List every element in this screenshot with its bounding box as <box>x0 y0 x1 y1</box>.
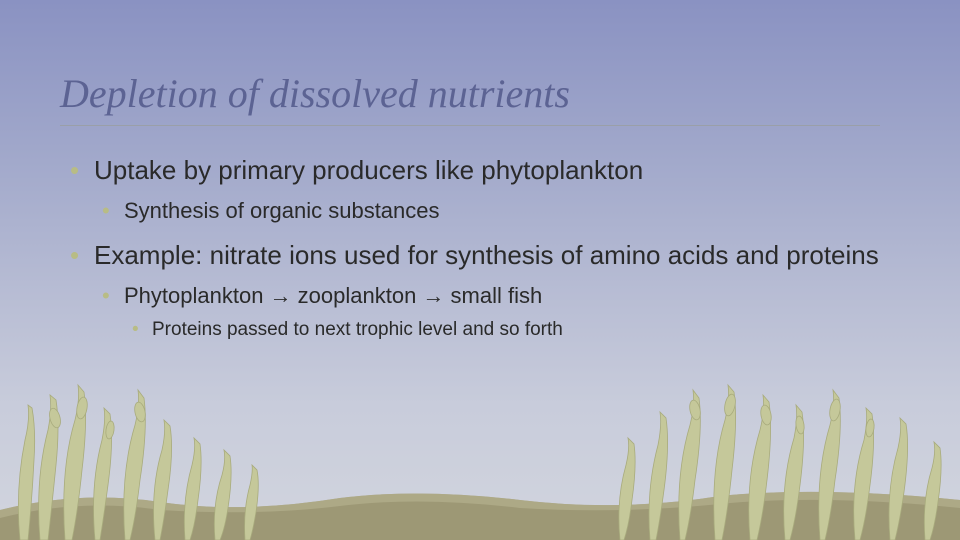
slide-content: Depletion of dissolved nutrients Uptake … <box>60 70 900 343</box>
slide-title: Depletion of dissolved nutrients <box>60 70 900 117</box>
bullet-list-lvl2: Synthesis of organic substances <box>94 197 900 226</box>
bullet-lvl1: Uptake by primary producers like phytopl… <box>60 154 900 225</box>
bullet-text: Uptake by primary producers like phytopl… <box>94 155 643 185</box>
bullet-text: Example: nitrate ions used for synthesis… <box>94 240 879 270</box>
grass-left-decoration <box>0 370 320 540</box>
bullet-lvl1: Example: nitrate ions used for synthesis… <box>60 239 900 343</box>
bullet-text: Proteins passed to next trophic level an… <box>152 319 563 340</box>
title-underline <box>60 125 880 126</box>
bullet-text: Phytoplankton → zooplankton → small fish <box>124 283 542 308</box>
bullet-text: Synthesis of organic substances <box>124 198 440 223</box>
bullet-list-lvl3: Proteins passed to next trophic level an… <box>124 318 900 343</box>
bullet-lvl2: Synthesis of organic substances <box>94 197 900 226</box>
grass-right-decoration <box>580 370 960 540</box>
bullet-lvl3: Proteins passed to next trophic level an… <box>124 318 900 343</box>
bullet-lvl2: Phytoplankton → zooplankton → small fish… <box>94 282 900 343</box>
bullet-list-lvl2: Phytoplankton → zooplankton → small fish… <box>94 282 900 343</box>
slide: Depletion of dissolved nutrients Uptake … <box>0 0 960 540</box>
bullet-list: Uptake by primary producers like phytopl… <box>60 154 900 343</box>
